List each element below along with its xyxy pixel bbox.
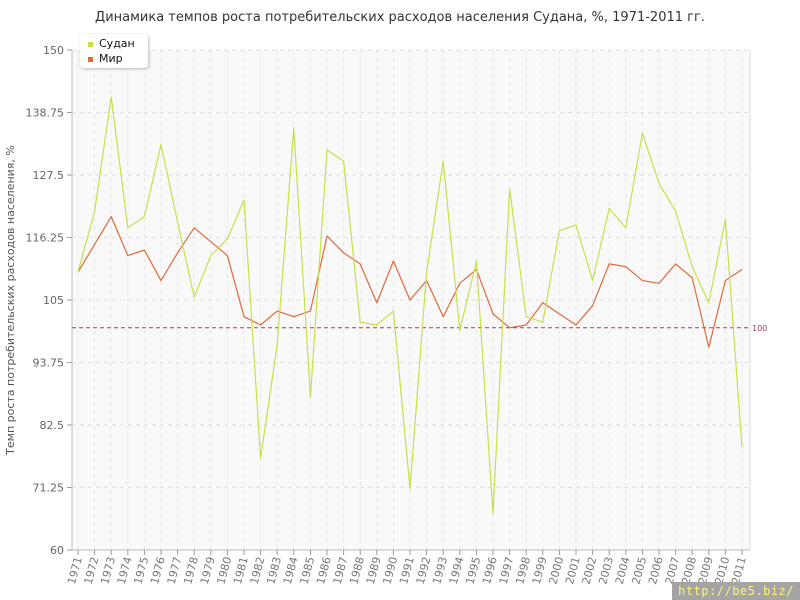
y-tick-label: 71.25 [33, 482, 65, 495]
y-tick-label: 82.5 [40, 419, 65, 432]
chart-title: Динамика темпов роста потребительских ра… [95, 10, 705, 25]
series-line-world [77, 216, 743, 348]
legend-label-world: Мир [99, 52, 123, 65]
y-tick-label: 150 [43, 44, 64, 57]
legend: Судан Мир [80, 34, 148, 68]
legend-item-sudan[interactable]: Судан [88, 37, 135, 50]
y-tick-label: 138.75 [26, 107, 65, 120]
legend-label-sudan: Судан [99, 37, 135, 50]
y-axis-label: Темп роста потребительских расходов насе… [4, 145, 17, 456]
y-tick-label: 116.25 [26, 232, 65, 245]
watermark-link[interactable]: http://be5.biz/ [672, 582, 800, 600]
y-tick-label: 60 [50, 544, 64, 557]
legend-swatch-world [88, 56, 93, 62]
y-tick-label: 93.75 [33, 357, 65, 370]
y-tick-label: 127.5 [33, 169, 65, 182]
legend-swatch-sudan [88, 41, 93, 47]
y-tick-label: 105 [43, 294, 64, 307]
reference-line-label: 100 [752, 324, 767, 333]
series-line-sudan [77, 96, 743, 515]
reference-line-group: 100 [72, 324, 767, 333]
legend-item-world[interactable]: Мир [88, 52, 123, 65]
series-group [77, 96, 743, 515]
